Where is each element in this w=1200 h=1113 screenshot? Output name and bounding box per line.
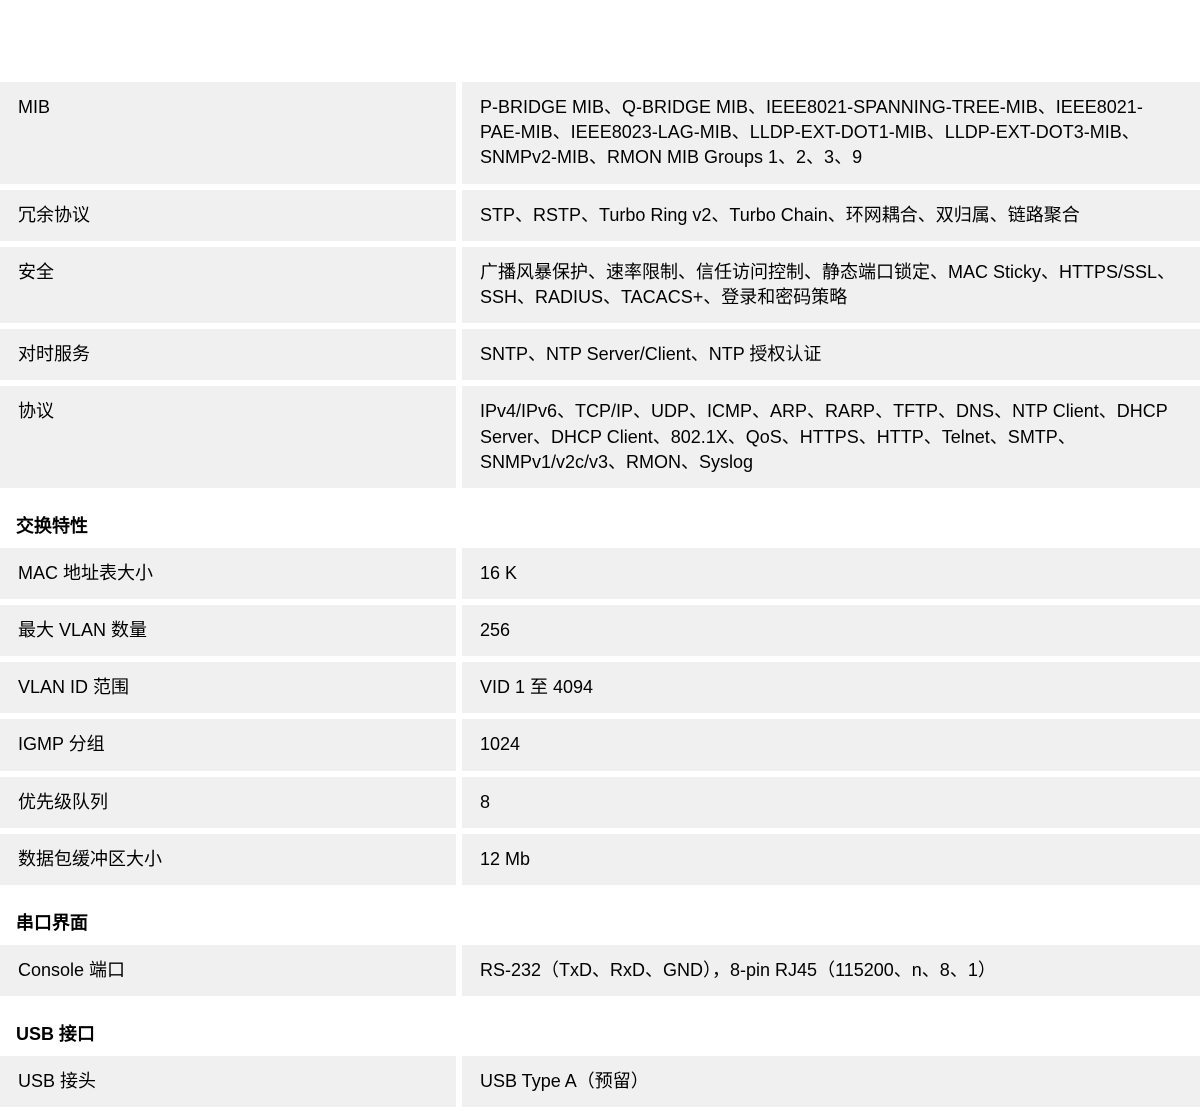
spec-row-value: 1024 xyxy=(462,719,1200,770)
spec-row-label: 对时服务 xyxy=(0,329,456,380)
spec-row-label: 安全 xyxy=(0,247,456,323)
spec-row-label: MIB xyxy=(0,82,456,184)
spec-sections-container: MIBP-BRIDGE MIB、Q-BRIDGE MIB、IEEE8021-SP… xyxy=(0,82,1200,1107)
section-heading: USB 接口 xyxy=(0,1002,1200,1056)
spec-row-label: 冗余协议 xyxy=(0,190,456,241)
spec-row-value: VID 1 至 4094 xyxy=(462,662,1200,713)
spec-row: VLAN ID 范围VID 1 至 4094 xyxy=(0,662,1200,713)
spec-row: 数据包缓冲区大小12 Mb xyxy=(0,834,1200,885)
spec-row-value: USB Type A（预留） xyxy=(462,1056,1200,1107)
spec-row-value: 12 Mb xyxy=(462,834,1200,885)
spec-row-value: SNTP、NTP Server/Client、NTP 授权认证 xyxy=(462,329,1200,380)
top-spacer xyxy=(0,0,1200,82)
spec-row-value: 256 xyxy=(462,605,1200,656)
spec-row-label: USB 接头 xyxy=(0,1056,456,1107)
spec-row: Console 端口RS-232（TxD、RxD、GND），8-pin RJ45… xyxy=(0,945,1200,996)
spec-row-label: 优先级队列 xyxy=(0,777,456,828)
spec-row-value: RS-232（TxD、RxD、GND），8-pin RJ45（115200、n、… xyxy=(462,945,1200,996)
spec-row-label: MAC 地址表大小 xyxy=(0,548,456,599)
spec-row: 最大 VLAN 数量256 xyxy=(0,605,1200,656)
spec-row-value: P-BRIDGE MIB、Q-BRIDGE MIB、IEEE8021-SPANN… xyxy=(462,82,1200,184)
spec-row: 协议IPv4/IPv6、TCP/IP、UDP、ICMP、ARP、RARP、TFT… xyxy=(0,386,1200,488)
spec-row-label: 协议 xyxy=(0,386,456,488)
spec-row: 优先级队列8 xyxy=(0,777,1200,828)
spec-row-value: STP、RSTP、Turbo Ring v2、Turbo Chain、环网耦合、… xyxy=(462,190,1200,241)
spec-row-label: VLAN ID 范围 xyxy=(0,662,456,713)
spec-row: MIBP-BRIDGE MIB、Q-BRIDGE MIB、IEEE8021-SP… xyxy=(0,82,1200,184)
spec-section: 串口界面Console 端口RS-232（TxD、RxD、GND），8-pin … xyxy=(0,891,1200,996)
section-heading: 串口界面 xyxy=(0,891,1200,945)
spec-row-value: 16 K xyxy=(462,548,1200,599)
spec-row: IGMP 分组1024 xyxy=(0,719,1200,770)
spec-section: MIBP-BRIDGE MIB、Q-BRIDGE MIB、IEEE8021-SP… xyxy=(0,82,1200,488)
spec-section: 交换特性MAC 地址表大小16 K最大 VLAN 数量256VLAN ID 范围… xyxy=(0,494,1200,885)
section-heading: 交换特性 xyxy=(0,494,1200,548)
spec-row-label: IGMP 分组 xyxy=(0,719,456,770)
spec-row-value: 广播风暴保护、速率限制、信任访问控制、静态端口锁定、MAC Sticky、HTT… xyxy=(462,247,1200,323)
spec-row-label: 最大 VLAN 数量 xyxy=(0,605,456,656)
spec-section: USB 接口USB 接头USB Type A（预留） xyxy=(0,1002,1200,1107)
spec-row: 安全广播风暴保护、速率限制、信任访问控制、静态端口锁定、MAC Sticky、H… xyxy=(0,247,1200,323)
spec-row: MAC 地址表大小16 K xyxy=(0,548,1200,599)
spec-row-label: 数据包缓冲区大小 xyxy=(0,834,456,885)
spec-row: 对时服务SNTP、NTP Server/Client、NTP 授权认证 xyxy=(0,329,1200,380)
spec-row-label: Console 端口 xyxy=(0,945,456,996)
spec-row-value: 8 xyxy=(462,777,1200,828)
spec-row: USB 接头USB Type A（预留） xyxy=(0,1056,1200,1107)
spec-row: 冗余协议STP、RSTP、Turbo Ring v2、Turbo Chain、环… xyxy=(0,190,1200,241)
spec-row-value: IPv4/IPv6、TCP/IP、UDP、ICMP、ARP、RARP、TFTP、… xyxy=(462,386,1200,488)
